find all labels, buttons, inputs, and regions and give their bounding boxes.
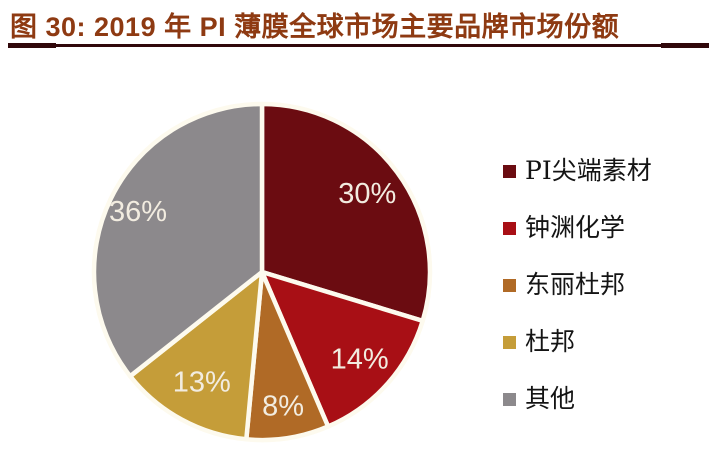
legend-label: 东丽杜邦 <box>525 270 626 299</box>
pie-slice-4 <box>91 101 265 379</box>
legend-item-1: 钟渊化学 <box>503 215 652 241</box>
slice-label-4: 36% <box>109 196 167 228</box>
legend-swatch-icon <box>503 164 516 178</box>
legend-swatch-icon <box>503 221 516 235</box>
legend-label: 钟渊化学 <box>525 213 626 242</box>
slice-label-2: 8% <box>262 390 304 422</box>
legend-swatch-icon <box>503 335 516 349</box>
pie-slice-0 <box>259 101 433 324</box>
pie-chart: 30% 14% 8% 13% 36% <box>91 101 433 443</box>
legend-item-4: 其他 <box>503 386 652 412</box>
slice-label-3: 13% <box>173 367 231 399</box>
pie-slice-1 <box>259 269 425 429</box>
slice-label-0: 30% <box>338 178 396 210</box>
figure-header: 图 30: 2019 年 PI 薄膜全球市场主要品牌市场份额 <box>10 5 708 45</box>
legend-item-0: PI尖端素材 <box>503 158 652 184</box>
legend-label: 杜邦 <box>525 327 576 356</box>
pie-chart-area: 30% 14% 8% 13% 36% <box>0 60 490 466</box>
legend-swatch-icon <box>503 278 516 292</box>
legend-label: 其他 <box>525 384 576 413</box>
legend-swatch-icon <box>503 392 516 406</box>
chart-legend: PI尖端素材 钟渊化学东丽杜邦杜邦其他 <box>503 158 652 443</box>
legend-item-2: 东丽杜邦 <box>503 272 652 298</box>
legend-item-3: 杜邦 <box>503 329 652 355</box>
title-underline <box>8 43 709 48</box>
figure-title: 图 30: 2019 年 PI 薄膜全球市场主要品牌市场份额 <box>10 12 620 42</box>
slice-label-1: 14% <box>331 344 389 376</box>
pie-slice-3 <box>127 269 265 442</box>
legend-label: PI尖端素材 <box>525 156 652 185</box>
